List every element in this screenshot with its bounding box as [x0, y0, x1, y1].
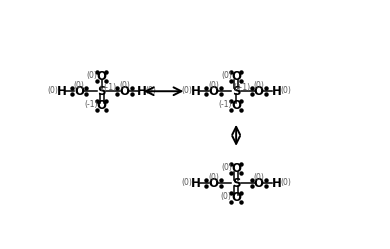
Text: S: S [98, 85, 106, 98]
Text: O: O [231, 99, 241, 112]
Text: H: H [271, 177, 281, 190]
Text: O: O [231, 191, 241, 204]
Text: (0): (0) [119, 81, 130, 90]
Text: O: O [231, 162, 241, 175]
Text: H: H [191, 177, 201, 190]
Text: O: O [209, 85, 218, 98]
Text: H: H [271, 85, 281, 98]
Text: (0): (0) [181, 178, 192, 187]
Text: (0): (0) [208, 173, 219, 183]
Text: O: O [254, 177, 264, 190]
Text: (0): (0) [74, 81, 84, 90]
Text: (0): (0) [47, 86, 58, 95]
Text: O: O [74, 85, 84, 98]
Text: (-1): (-1) [84, 100, 98, 109]
Text: (0): (0) [221, 163, 232, 172]
Text: (0): (0) [87, 71, 98, 80]
Text: O: O [231, 70, 241, 83]
Text: (0): (0) [181, 86, 192, 95]
Text: S: S [232, 85, 240, 98]
Text: (0): (0) [221, 71, 232, 80]
Text: O: O [254, 85, 264, 98]
Text: O: O [97, 70, 106, 83]
Text: (0): (0) [254, 81, 264, 90]
Text: (+1): (+1) [99, 83, 116, 92]
Text: (+1): (+1) [234, 83, 251, 92]
Text: (0): (0) [220, 192, 231, 201]
Text: O: O [97, 99, 106, 112]
Text: S: S [232, 177, 240, 190]
Text: O: O [209, 177, 218, 190]
Text: O: O [119, 85, 129, 98]
Text: H: H [57, 85, 66, 98]
Text: (-1): (-1) [219, 100, 232, 109]
Text: H: H [191, 85, 201, 98]
Text: (0): (0) [280, 178, 291, 187]
Text: (0): (0) [280, 86, 291, 95]
Text: (0): (0) [145, 86, 156, 95]
Text: (0): (0) [254, 173, 264, 183]
Text: (0): (0) [208, 81, 219, 90]
Text: H: H [137, 85, 147, 98]
